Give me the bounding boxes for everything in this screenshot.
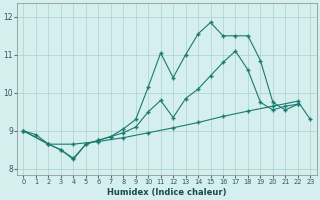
X-axis label: Humidex (Indice chaleur): Humidex (Indice chaleur) bbox=[107, 188, 227, 197]
